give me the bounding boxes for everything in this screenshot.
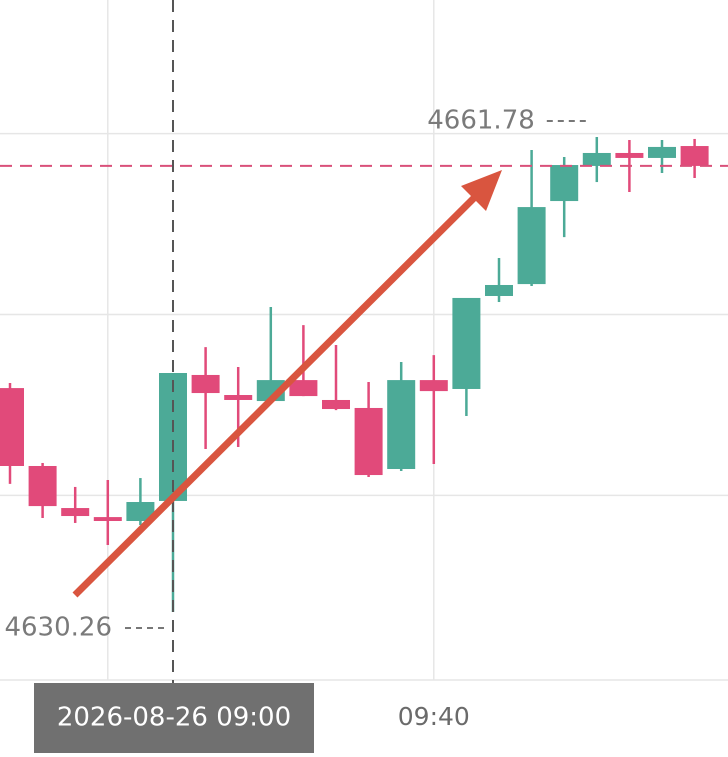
x-tick-label: 09:40 [398, 702, 470, 731]
overlay [0, 0, 728, 683]
candle-body [28, 465, 57, 507]
candle-body [322, 399, 350, 410]
min-label: 4630.26 [4, 613, 112, 643]
candle-body [0, 388, 24, 466]
trend-arrow-head [461, 170, 502, 211]
candle-body [224, 395, 253, 400]
candle-body [419, 380, 448, 392]
candles [0, 136, 709, 613]
candle-body [582, 152, 611, 166]
candle-body [452, 297, 481, 389]
candle-body [615, 152, 644, 158]
candle-body [550, 165, 579, 202]
candle-body [191, 374, 220, 394]
candle-body [159, 373, 187, 501]
candle-body [93, 517, 122, 522]
max-label: 4661.78 [427, 105, 535, 135]
candle-body [648, 146, 676, 158]
crosshair-tooltip [34, 683, 314, 753]
candle-body [517, 207, 546, 285]
candle-body [354, 407, 383, 476]
candle-body [61, 508, 90, 517]
labels: 4661.78 4630.26 2026-08-26 09:00 [4, 105, 591, 753]
trend-arrow [72, 191, 481, 598]
candle-body [387, 380, 416, 470]
candle-body [289, 380, 318, 397]
candle-body [680, 146, 709, 166]
crosshair-time: 2026-08-26 09:00 [57, 703, 291, 733]
candle-body [485, 284, 513, 296]
candle-body [126, 502, 155, 522]
